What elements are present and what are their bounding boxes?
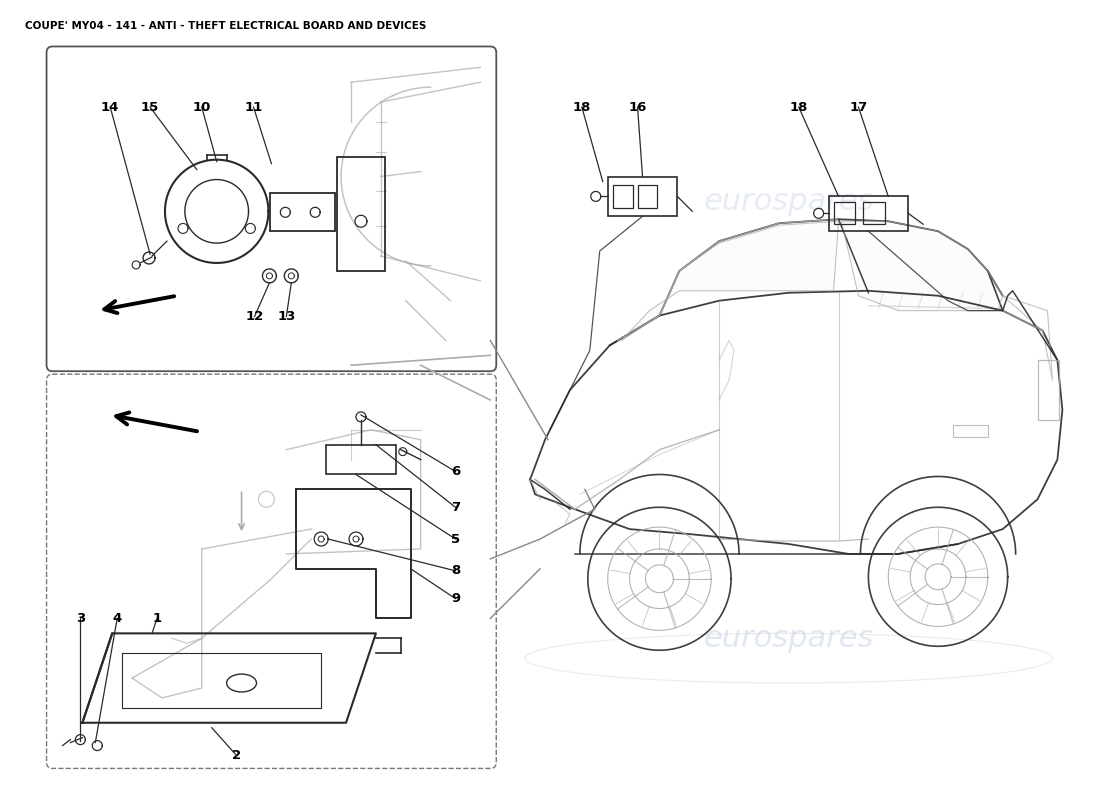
Text: eurospares: eurospares: [152, 219, 292, 243]
Text: 7: 7: [451, 501, 460, 514]
Text: 17: 17: [849, 101, 868, 114]
Text: eurospares: eurospares: [704, 187, 874, 216]
Bar: [271, 194, 336, 231]
Polygon shape: [842, 222, 1003, 310]
Text: 14: 14: [101, 101, 120, 114]
Text: 3: 3: [76, 612, 85, 625]
Bar: [834, 202, 856, 224]
FancyBboxPatch shape: [46, 374, 496, 769]
Bar: [337, 157, 385, 271]
Text: eurospares: eurospares: [152, 597, 292, 621]
Text: 13: 13: [277, 310, 296, 323]
Text: 12: 12: [245, 310, 264, 323]
Text: 4: 4: [112, 612, 122, 625]
Text: 11: 11: [244, 101, 263, 114]
Text: 9: 9: [451, 592, 460, 605]
Bar: [1037, 360, 1059, 420]
Text: 15: 15: [141, 101, 160, 114]
Text: 18: 18: [573, 101, 591, 114]
Bar: [953, 425, 988, 437]
Text: 5: 5: [451, 533, 460, 546]
Text: 1: 1: [153, 612, 162, 625]
Bar: [613, 185, 632, 208]
Text: 18: 18: [790, 101, 807, 114]
Text: 8: 8: [451, 564, 460, 578]
FancyBboxPatch shape: [46, 46, 496, 371]
Bar: [607, 177, 678, 216]
Bar: [828, 197, 909, 231]
Polygon shape: [621, 222, 838, 341]
Text: 10: 10: [192, 101, 211, 114]
Text: 6: 6: [451, 465, 460, 478]
Text: eurospares: eurospares: [704, 624, 874, 653]
Bar: [864, 202, 886, 224]
Text: 16: 16: [628, 101, 647, 114]
Bar: [326, 445, 396, 474]
Text: COUPE' MY04 - 141 - ANTI - THEFT ELECTRICAL BOARD AND DEVICES: COUPE' MY04 - 141 - ANTI - THEFT ELECTRI…: [24, 21, 426, 30]
Text: 2: 2: [232, 749, 241, 762]
Bar: [638, 185, 658, 208]
